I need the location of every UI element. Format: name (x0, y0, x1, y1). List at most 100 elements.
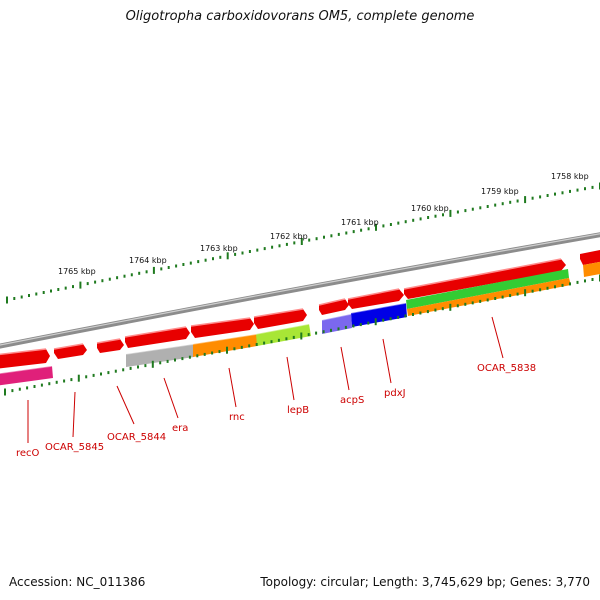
gene-pdxJ[interactable] (351, 303, 407, 327)
gene-label-OCAR_5845[interactable]: OCAR_5845 (45, 442, 104, 453)
inner-minor-tick (159, 361, 162, 365)
forward-strand-genes (0, 249, 600, 369)
gene-label-OCAR_5844[interactable]: OCAR_5844 (107, 432, 166, 443)
outer-minor-tick (160, 267, 163, 271)
outer-minor-tick (116, 276, 119, 280)
inner-major-tick (374, 318, 377, 326)
inner-major-tick (449, 303, 452, 311)
outer-minor-tick (419, 217, 422, 221)
inner-minor-tick (285, 337, 288, 341)
outer-minor-tick (108, 277, 111, 281)
inner-minor-tick (55, 380, 58, 384)
gene-label-pdxJ[interactable]: pdxJ (384, 388, 406, 399)
kbp-label-1761: 1761 kbp (341, 218, 379, 227)
outer-minor-tick (345, 231, 348, 235)
inner-minor-tick (307, 333, 310, 337)
inner-minor-tick (270, 340, 273, 344)
gene-label-acpS[interactable]: acpS (340, 395, 364, 406)
outer-minor-tick (554, 192, 556, 196)
outer-minor-tick (138, 271, 141, 275)
genome-backbone-highlight (0, 233, 600, 346)
gene-arrow-fwd-7[interactable] (319, 299, 349, 315)
inner-minor-tick (434, 308, 437, 312)
forward-genes-highlight (0, 258, 562, 356)
gene-label-era[interactable]: era (172, 423, 188, 434)
inner-minor-tick (576, 280, 579, 284)
inner-minor-tick (330, 328, 332, 332)
gene-lepB[interactable] (256, 324, 311, 346)
outer-minor-tick (367, 227, 370, 231)
inner-minor-tick (255, 343, 258, 346)
gene-rnc[interactable] (193, 334, 257, 357)
gene-arrow-fwd-5[interactable] (191, 318, 254, 338)
outer-minor-tick (13, 297, 16, 300)
outer-minor-tick (412, 218, 415, 222)
outer-minor-tick (130, 273, 133, 277)
gene-label-OCAR_5838[interactable]: OCAR_5838 (477, 363, 536, 374)
inner-major-tick (524, 289, 527, 297)
inner-minor-tick (494, 297, 497, 300)
gene-label-recO[interactable]: recO (16, 448, 40, 459)
gene-OCAR_5838-bottom[interactable] (407, 278, 571, 316)
inner-minor-tick (63, 379, 66, 383)
inner-minor-tick (48, 382, 51, 386)
inner-minor-tick (456, 304, 459, 308)
outer-minor-tick (182, 263, 185, 266)
outer-minor-tick (72, 285, 74, 289)
inner-minor-tick (591, 278, 594, 281)
gene-era[interactable] (126, 344, 194, 367)
inner-minor-tick (479, 299, 482, 303)
inner-minor-tick (181, 357, 184, 361)
gene-OCAR_5838-top[interactable] (406, 269, 569, 309)
map-title: Oligotropha carboxidovorans OM5, complet… (125, 9, 475, 24)
gene-label-rnc[interactable]: rnc (229, 412, 245, 423)
outer-minor-tick (42, 291, 45, 294)
gene-arrow-fwd-8[interactable] (348, 289, 404, 309)
gene-arrow-fwd-9[interactable] (404, 259, 566, 299)
outer-minor-tick (86, 282, 89, 286)
outer-minor-tick (323, 235, 325, 239)
gene-acpS[interactable] (322, 314, 352, 334)
inner-minor-tick (292, 335, 295, 339)
inner-minor-tick (107, 371, 110, 375)
outer-minor-tick (330, 234, 333, 238)
outer-minor-tick (561, 191, 564, 195)
outer-minor-tick (501, 202, 504, 206)
functional-genes-highlight (0, 302, 407, 375)
inner-minor-tick (203, 352, 206, 356)
inner-minor-tick (18, 387, 21, 391)
gene-arrow-fwd-10[interactable] (580, 249, 600, 265)
outer-minor-tick (28, 294, 30, 297)
outer-major-tick (524, 196, 527, 204)
gene-arrow-fwd-4[interactable] (125, 327, 190, 348)
inner-minor-tick (569, 282, 571, 286)
outer-minor-tick (64, 286, 67, 290)
gene-labels: recO OCAR_5845 OCAR_5844 era rnc lepB ac… (16, 363, 536, 459)
inner-minor-tick (464, 302, 467, 306)
outer-minor-tick (471, 207, 474, 211)
outer-minor-tick (308, 238, 311, 242)
inner-minor-tick (144, 364, 147, 368)
outer-minor-tick (278, 244, 281, 248)
outer-minor-tick (189, 261, 192, 265)
gene-arrow-fwd-1[interactable] (0, 349, 50, 369)
outer-minor-tick (389, 223, 392, 226)
inner-minor-tick (404, 314, 407, 318)
gene-recO[interactable] (0, 366, 53, 386)
gene-arrow-fwd-6[interactable] (254, 309, 307, 329)
outer-minor-tick (464, 209, 467, 213)
gene-label-lepB[interactable]: lepB (287, 405, 309, 416)
inner-minor-tick (367, 321, 370, 325)
gene-right-edge[interactable] (583, 261, 600, 277)
inner-minor-tick (100, 372, 102, 376)
kbp-label-1760: 1760 kbp (411, 204, 449, 213)
inner-minor-tick (419, 311, 422, 315)
outer-minor-tick (263, 247, 266, 251)
kbp-label-1765: 1765 kbp (58, 267, 96, 276)
kbp-scale-inner (4, 274, 600, 396)
outer-minor-tick (219, 255, 222, 259)
inner-minor-tick (33, 385, 36, 388)
outer-minor-tick (204, 258, 207, 262)
inner-minor-tick (509, 294, 512, 298)
